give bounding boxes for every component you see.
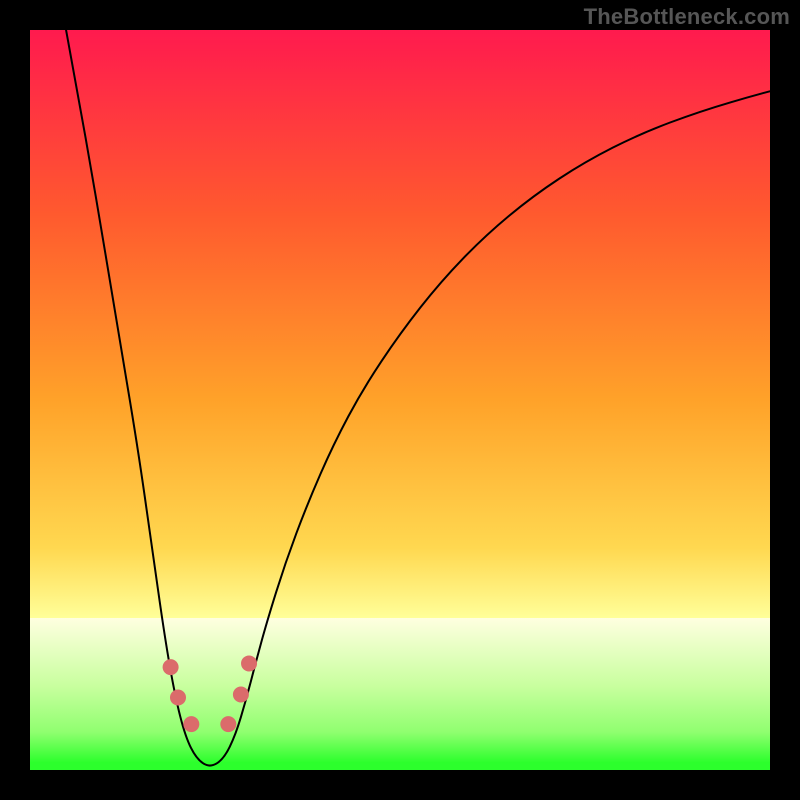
curve-line <box>50 30 770 766</box>
trough-marker <box>163 659 179 675</box>
trough-markers-group <box>163 655 257 732</box>
trough-marker <box>233 687 249 703</box>
bottleneck-curve <box>30 30 770 770</box>
trough-marker <box>220 716 236 732</box>
watermark-text: TheBottleneck.com <box>584 4 790 30</box>
trough-marker <box>241 655 257 671</box>
trough-marker <box>170 689 186 705</box>
outer-frame: TheBottleneck.com <box>0 0 800 800</box>
trough-marker <box>183 716 199 732</box>
plot-area <box>30 30 770 770</box>
